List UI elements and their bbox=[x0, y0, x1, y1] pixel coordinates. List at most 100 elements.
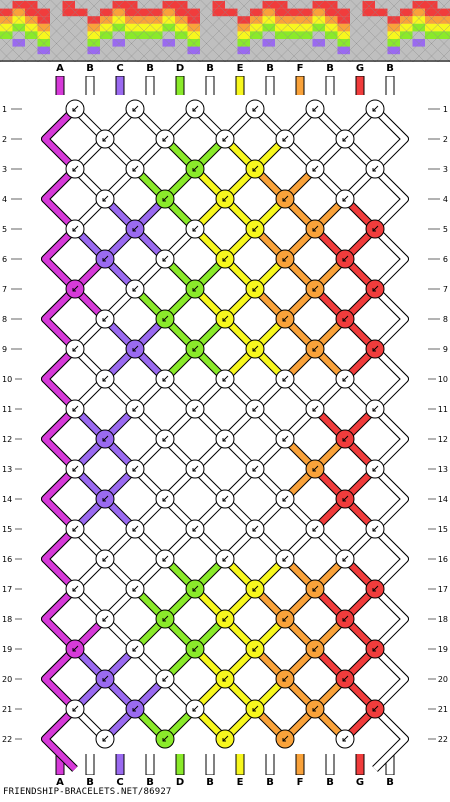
knot-arrow-icon bbox=[282, 195, 289, 202]
preview-cell bbox=[262, 8, 275, 17]
preview-cell bbox=[0, 16, 13, 24]
preview-cell bbox=[125, 23, 138, 32]
row-number-left: 19 bbox=[2, 645, 12, 654]
edge-strand-right bbox=[372, 646, 408, 712]
preview-cell bbox=[100, 8, 113, 17]
edge-strand-left bbox=[42, 346, 78, 412]
knot-arrow-icon bbox=[222, 675, 229, 682]
column-label: F bbox=[297, 777, 304, 785]
knot-arrow-icon bbox=[192, 345, 199, 352]
knot-arrow-icon bbox=[312, 705, 319, 712]
edge-outline bbox=[41, 286, 78, 352]
column-label: B bbox=[326, 777, 334, 785]
row-number-left: 14 bbox=[2, 495, 12, 504]
row-number-left: 17 bbox=[2, 585, 12, 594]
preview-cell bbox=[87, 46, 100, 55]
knot-arrow-icon bbox=[342, 675, 349, 682]
edge-strand-right bbox=[372, 286, 408, 352]
knot-arrow-icon bbox=[72, 225, 79, 232]
column-label: B bbox=[386, 63, 394, 74]
preview-grid-line bbox=[362, 0, 426, 62]
preview-cell bbox=[237, 39, 250, 47]
preview-cell bbox=[137, 31, 150, 39]
preview-cell bbox=[187, 39, 200, 47]
knot-arrow-icon bbox=[192, 525, 199, 532]
knot-arrow-icon bbox=[222, 735, 229, 742]
knot-arrow-icon bbox=[342, 615, 349, 622]
preview-cell bbox=[275, 16, 288, 24]
preview-cell bbox=[437, 8, 450, 17]
preview-grid-line bbox=[87, 0, 151, 62]
preview-cell bbox=[125, 1, 138, 9]
knot-arrow-icon bbox=[192, 225, 199, 232]
knot-arrow-icon bbox=[102, 735, 109, 742]
knot-arrow-icon bbox=[132, 585, 139, 592]
preview-cell bbox=[12, 8, 25, 17]
preview-cell bbox=[37, 46, 50, 55]
edge-outline bbox=[372, 526, 409, 592]
knot-arrow-icon bbox=[252, 705, 259, 712]
preview-cell bbox=[112, 39, 125, 47]
preview-grid-line bbox=[0, 0, 51, 51]
preview-cell bbox=[337, 39, 350, 47]
preview-cell bbox=[425, 31, 438, 39]
preview-cell bbox=[387, 23, 400, 32]
preview-grid-line bbox=[75, 0, 138, 62]
preview-cell bbox=[87, 39, 100, 47]
column-label: C bbox=[116, 777, 123, 785]
knot-arrow-icon bbox=[72, 285, 79, 292]
preview-cell bbox=[300, 16, 313, 24]
edge-strand-right bbox=[372, 526, 408, 592]
preview-grid-line bbox=[125, 0, 188, 62]
edge-outline bbox=[41, 406, 78, 472]
preview-cell bbox=[62, 8, 75, 17]
edge-strand-left bbox=[42, 706, 78, 772]
knot-arrow-icon bbox=[372, 405, 379, 412]
knot-arrow-icon bbox=[342, 195, 349, 202]
preview-grid-line bbox=[312, 0, 376, 62]
preview-cell bbox=[387, 46, 400, 55]
knot-arrow-icon bbox=[72, 645, 79, 652]
site-credit: FRIENDSHIP-BRACELETS.NET/86927 bbox=[3, 787, 172, 797]
column-label: B bbox=[206, 63, 214, 74]
edge-outline bbox=[41, 466, 78, 532]
knot-arrow-icon bbox=[192, 465, 199, 472]
row-number-left: 9 bbox=[2, 345, 7, 354]
knot-arrow-icon bbox=[192, 165, 199, 172]
knot-arrow-icon bbox=[222, 435, 229, 442]
preview-cell bbox=[112, 1, 125, 9]
preview-cell bbox=[125, 31, 138, 39]
preview-cell bbox=[375, 8, 388, 17]
knot-arrow-icon bbox=[72, 465, 79, 472]
preview-cell bbox=[312, 23, 325, 32]
knot-arrow-icon bbox=[132, 405, 139, 412]
preview-cell bbox=[287, 8, 300, 17]
knot-arrow-icon bbox=[192, 405, 199, 412]
preview-cell bbox=[325, 1, 338, 9]
knot-arrow-icon bbox=[222, 135, 229, 142]
knot-arrow-icon bbox=[372, 285, 379, 292]
preview-cell bbox=[437, 23, 450, 32]
row-number-left: 2 bbox=[2, 135, 7, 144]
knot-arrow-icon bbox=[372, 345, 379, 352]
knot-arrow-icon bbox=[342, 435, 349, 442]
knot-arrow-icon bbox=[312, 225, 319, 232]
preview-cell bbox=[237, 46, 250, 55]
preview-cell bbox=[150, 16, 163, 24]
row-number-right: 18 bbox=[438, 615, 448, 624]
preview-cell bbox=[337, 23, 350, 32]
column-label: B bbox=[146, 63, 154, 74]
preview-cell bbox=[187, 8, 200, 17]
knot-arrow-icon bbox=[252, 165, 259, 172]
preview-cell bbox=[250, 16, 263, 24]
preview-cell bbox=[300, 31, 313, 39]
preview-grid-line bbox=[375, 0, 438, 62]
preview-cell bbox=[100, 16, 113, 24]
edge-strand-right bbox=[372, 346, 408, 412]
knot-arrow-icon bbox=[342, 555, 349, 562]
knot-arrow-icon bbox=[102, 375, 109, 382]
knot-arrow-icon bbox=[72, 165, 79, 172]
edge-outline bbox=[372, 226, 409, 292]
preview-grid-line bbox=[275, 0, 338, 62]
preview-cell bbox=[275, 31, 288, 39]
